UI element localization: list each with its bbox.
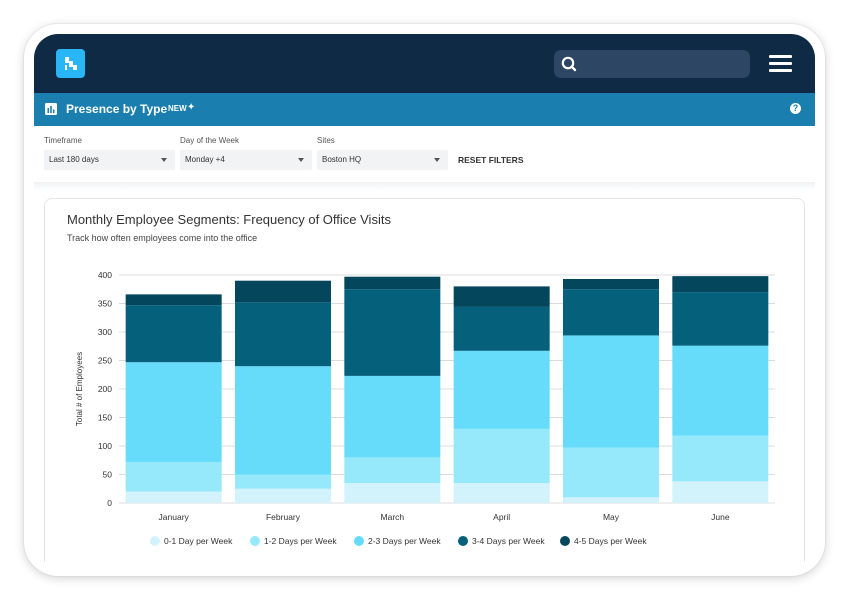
legend-swatch [150, 536, 160, 546]
bar-segment [672, 481, 769, 503]
search-icon [561, 56, 577, 72]
y-tick-label: 350 [98, 299, 112, 309]
top-navigation-bar [34, 34, 815, 93]
bar-segment [453, 428, 550, 484]
bar-segment [672, 292, 769, 346]
x-tick-label: February [266, 512, 301, 522]
y-axis-label: Total # of Employees [75, 352, 84, 426]
x-tick-label: June [711, 512, 730, 522]
stacked-bar-chart: 0 50 100 150 200 250 300 350 400 Total # of Emplo… [75, 270, 775, 546]
bar-segment [125, 491, 222, 503]
day-of-week-select[interactable]: Monday +4 [180, 150, 312, 170]
bar-segment [125, 305, 222, 363]
bar-segment [344, 276, 441, 290]
bar-segment [453, 350, 550, 429]
bar-segment [672, 435, 769, 482]
bar-segment [235, 280, 331, 303]
legend-label: 1-2 Days per Week [264, 536, 337, 546]
bar-segment [672, 276, 769, 293]
bar-segment [563, 278, 659, 290]
bar-segment [125, 362, 222, 462]
bar-segment [344, 483, 441, 503]
chevron-down-icon [161, 158, 167, 162]
divider [34, 182, 815, 190]
timeframe-label: Timeframe [44, 136, 82, 145]
legend-swatch [458, 536, 468, 546]
app-logo-icon[interactable] [56, 49, 85, 78]
timeframe-value: Last 180 days [49, 155, 99, 164]
new-badge: NEW [168, 104, 187, 113]
timeframe-select[interactable]: Last 180 days [44, 150, 175, 170]
y-tick-label: 400 [98, 270, 112, 280]
legend-label: 4-5 Days per Week [574, 536, 647, 546]
legend-swatch [250, 536, 260, 546]
reset-filters-button[interactable]: RESET FILTERS [458, 155, 524, 165]
legend-label: 0-1 Day per Week [164, 536, 233, 546]
app-screen: Presence by Type NEW ✦ ? Timeframe Last … [34, 34, 815, 566]
sites-label: Sites [317, 136, 335, 145]
bar-segment [344, 375, 441, 458]
bar-segment [235, 488, 331, 503]
y-tick-label: 100 [98, 441, 112, 451]
chart-card: Monthly Employee Segments: Frequency of … [44, 198, 805, 566]
bar-segment [563, 289, 659, 336]
bar-segment [344, 457, 441, 484]
legend-label: 2-3 Days per Week [368, 536, 441, 546]
bar-segment [235, 302, 331, 367]
bar-segment [563, 447, 659, 498]
device-frame: Presence by Type NEW ✦ ? Timeframe Last … [24, 24, 825, 576]
hamburger-menu-icon[interactable] [769, 55, 792, 72]
legend-swatch [560, 536, 570, 546]
chart-subtitle: Track how often employees come into the … [67, 233, 258, 243]
bar-segment [672, 345, 769, 436]
bar-segment [453, 286, 550, 307]
bar-chart-icon [45, 103, 57, 115]
x-tick-label: March [381, 512, 405, 522]
chevron-down-icon [298, 158, 304, 162]
sites-select[interactable]: Boston HQ [317, 150, 448, 170]
y-tick-label: 150 [98, 413, 112, 423]
bar-segment [344, 289, 441, 376]
chart-title: Monthly Employee Segments: Frequency of … [67, 212, 391, 227]
legend-label: 3-4 Days per Week [472, 536, 545, 546]
legend-swatch [354, 536, 364, 546]
bar-segment [563, 335, 659, 448]
search-input[interactable] [554, 50, 750, 78]
day-of-week-value: Monday +4 [185, 155, 225, 164]
y-tick-label: 300 [98, 327, 112, 337]
x-tick-label: May [603, 512, 620, 522]
report-title-bar: Presence by Type NEW ✦ ? [34, 93, 815, 126]
x-tick-label: January [159, 512, 190, 522]
bar-segment [235, 474, 331, 489]
y-tick-label: 50 [103, 470, 113, 480]
day-of-week-label: Day of the Week [180, 136, 239, 145]
sites-value: Boston HQ [322, 155, 362, 164]
chevron-down-icon [434, 158, 440, 162]
y-tick-label: 200 [98, 384, 112, 394]
bar-segment [453, 483, 550, 503]
bar-segment [453, 306, 550, 351]
bar-segment [563, 497, 659, 503]
y-tick-label: 250 [98, 356, 112, 366]
bar-segment [125, 461, 222, 492]
x-tick-label: April [493, 512, 510, 522]
filters-bar: Timeframe Last 180 days Day of the Week … [34, 126, 815, 182]
report-title: Presence by Type [66, 102, 168, 116]
y-tick-label: 0 [107, 498, 112, 508]
help-icon[interactable]: ? [790, 103, 801, 114]
bar-segment [125, 294, 222, 306]
sparkle-icon: ✦ [187, 102, 196, 113]
bar-segment [235, 366, 331, 475]
